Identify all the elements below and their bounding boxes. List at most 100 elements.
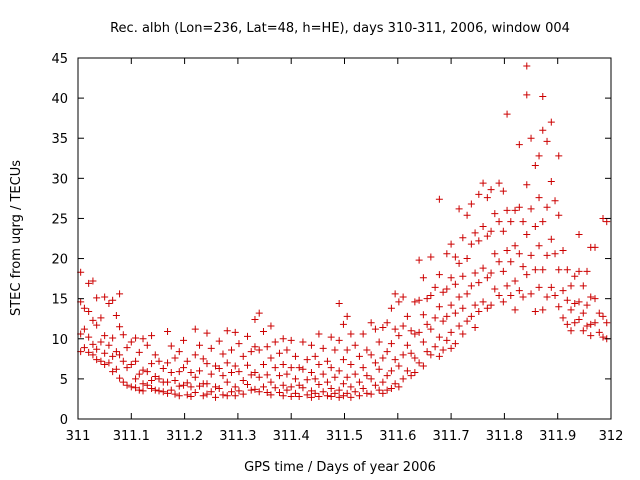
data-point (112, 312, 120, 320)
data-point (183, 391, 191, 399)
data-point (563, 266, 571, 274)
data-point (403, 367, 411, 375)
data-point (551, 250, 559, 258)
data-point (263, 371, 271, 379)
data-point (275, 349, 283, 357)
data-point (339, 320, 347, 328)
data-point (251, 385, 259, 393)
data-point (303, 356, 311, 364)
data-point (523, 230, 531, 238)
data-point (335, 393, 343, 401)
y-axis-title: STEC from uqrg / TECUs (9, 160, 24, 316)
data-point (503, 206, 511, 214)
data-point (535, 194, 543, 202)
data-point (451, 340, 459, 348)
data-point (559, 314, 567, 322)
y-tick-label: 35 (51, 132, 68, 147)
data-point (109, 368, 117, 376)
data-point (335, 299, 343, 307)
data-point (411, 354, 419, 362)
data-point (535, 152, 543, 160)
data-point (228, 346, 236, 354)
x-tick-label: 311.8 (486, 429, 523, 444)
data-point (383, 386, 391, 394)
data-point (575, 298, 583, 306)
data-point (97, 314, 105, 322)
data-point (231, 392, 239, 400)
data-point (351, 388, 359, 396)
data-point (495, 291, 503, 299)
data-point (327, 385, 335, 393)
data-point (479, 298, 487, 306)
data-point (359, 330, 367, 338)
data-point (287, 393, 295, 401)
data-point (519, 218, 527, 226)
data-point (175, 382, 183, 390)
data-point (155, 387, 163, 395)
data-point (563, 296, 571, 304)
data-point (139, 366, 147, 374)
data-point (511, 277, 519, 285)
data-point (89, 340, 97, 348)
data-point (196, 367, 204, 375)
data-point (399, 293, 407, 301)
data-point (247, 371, 255, 379)
y-tick-label: 15 (51, 293, 68, 308)
data-point (587, 293, 595, 301)
data-point (295, 364, 303, 372)
data-point (383, 372, 391, 380)
data-point (97, 357, 105, 365)
data-point (287, 364, 295, 372)
data-point (455, 322, 463, 330)
data-point (439, 346, 447, 354)
data-point (223, 359, 231, 367)
data-point (307, 387, 315, 395)
data-point (139, 335, 147, 343)
data-point (523, 271, 531, 279)
data-point (579, 327, 587, 335)
data-point (463, 290, 471, 298)
data-point (235, 340, 243, 348)
data-point (203, 360, 211, 368)
data-point (571, 319, 579, 327)
data-point (599, 312, 607, 320)
data-point (427, 253, 435, 261)
data-point (148, 376, 156, 384)
data-point (523, 181, 531, 189)
data-point (415, 256, 423, 264)
data-point (495, 179, 503, 187)
data-point (483, 274, 491, 282)
data-point (243, 332, 251, 340)
data-point (148, 360, 156, 368)
data-point (199, 355, 207, 363)
data-point (423, 295, 431, 303)
plot-frame (77, 57, 612, 420)
data-point (219, 372, 227, 380)
data-point (463, 255, 471, 263)
data-point (519, 293, 527, 301)
data-point (395, 383, 403, 391)
data-point (407, 327, 415, 335)
data-point (579, 309, 587, 317)
data-point (191, 351, 199, 359)
data-point (575, 230, 583, 238)
data-point (455, 205, 463, 213)
data-point (415, 328, 423, 336)
data-point (132, 375, 140, 383)
data-point (283, 346, 291, 354)
data-point (203, 390, 211, 398)
data-point (223, 392, 231, 400)
data-point (375, 338, 383, 346)
data-point (375, 386, 383, 394)
data-point (383, 348, 391, 356)
data-point (515, 250, 523, 258)
data-point (483, 304, 491, 312)
data-point (355, 352, 363, 360)
data-point (191, 373, 199, 381)
data-point (255, 388, 263, 396)
data-point (247, 386, 255, 394)
data-point (419, 311, 427, 319)
data-point (267, 354, 275, 362)
data-point (196, 382, 204, 390)
data-point (89, 351, 97, 359)
